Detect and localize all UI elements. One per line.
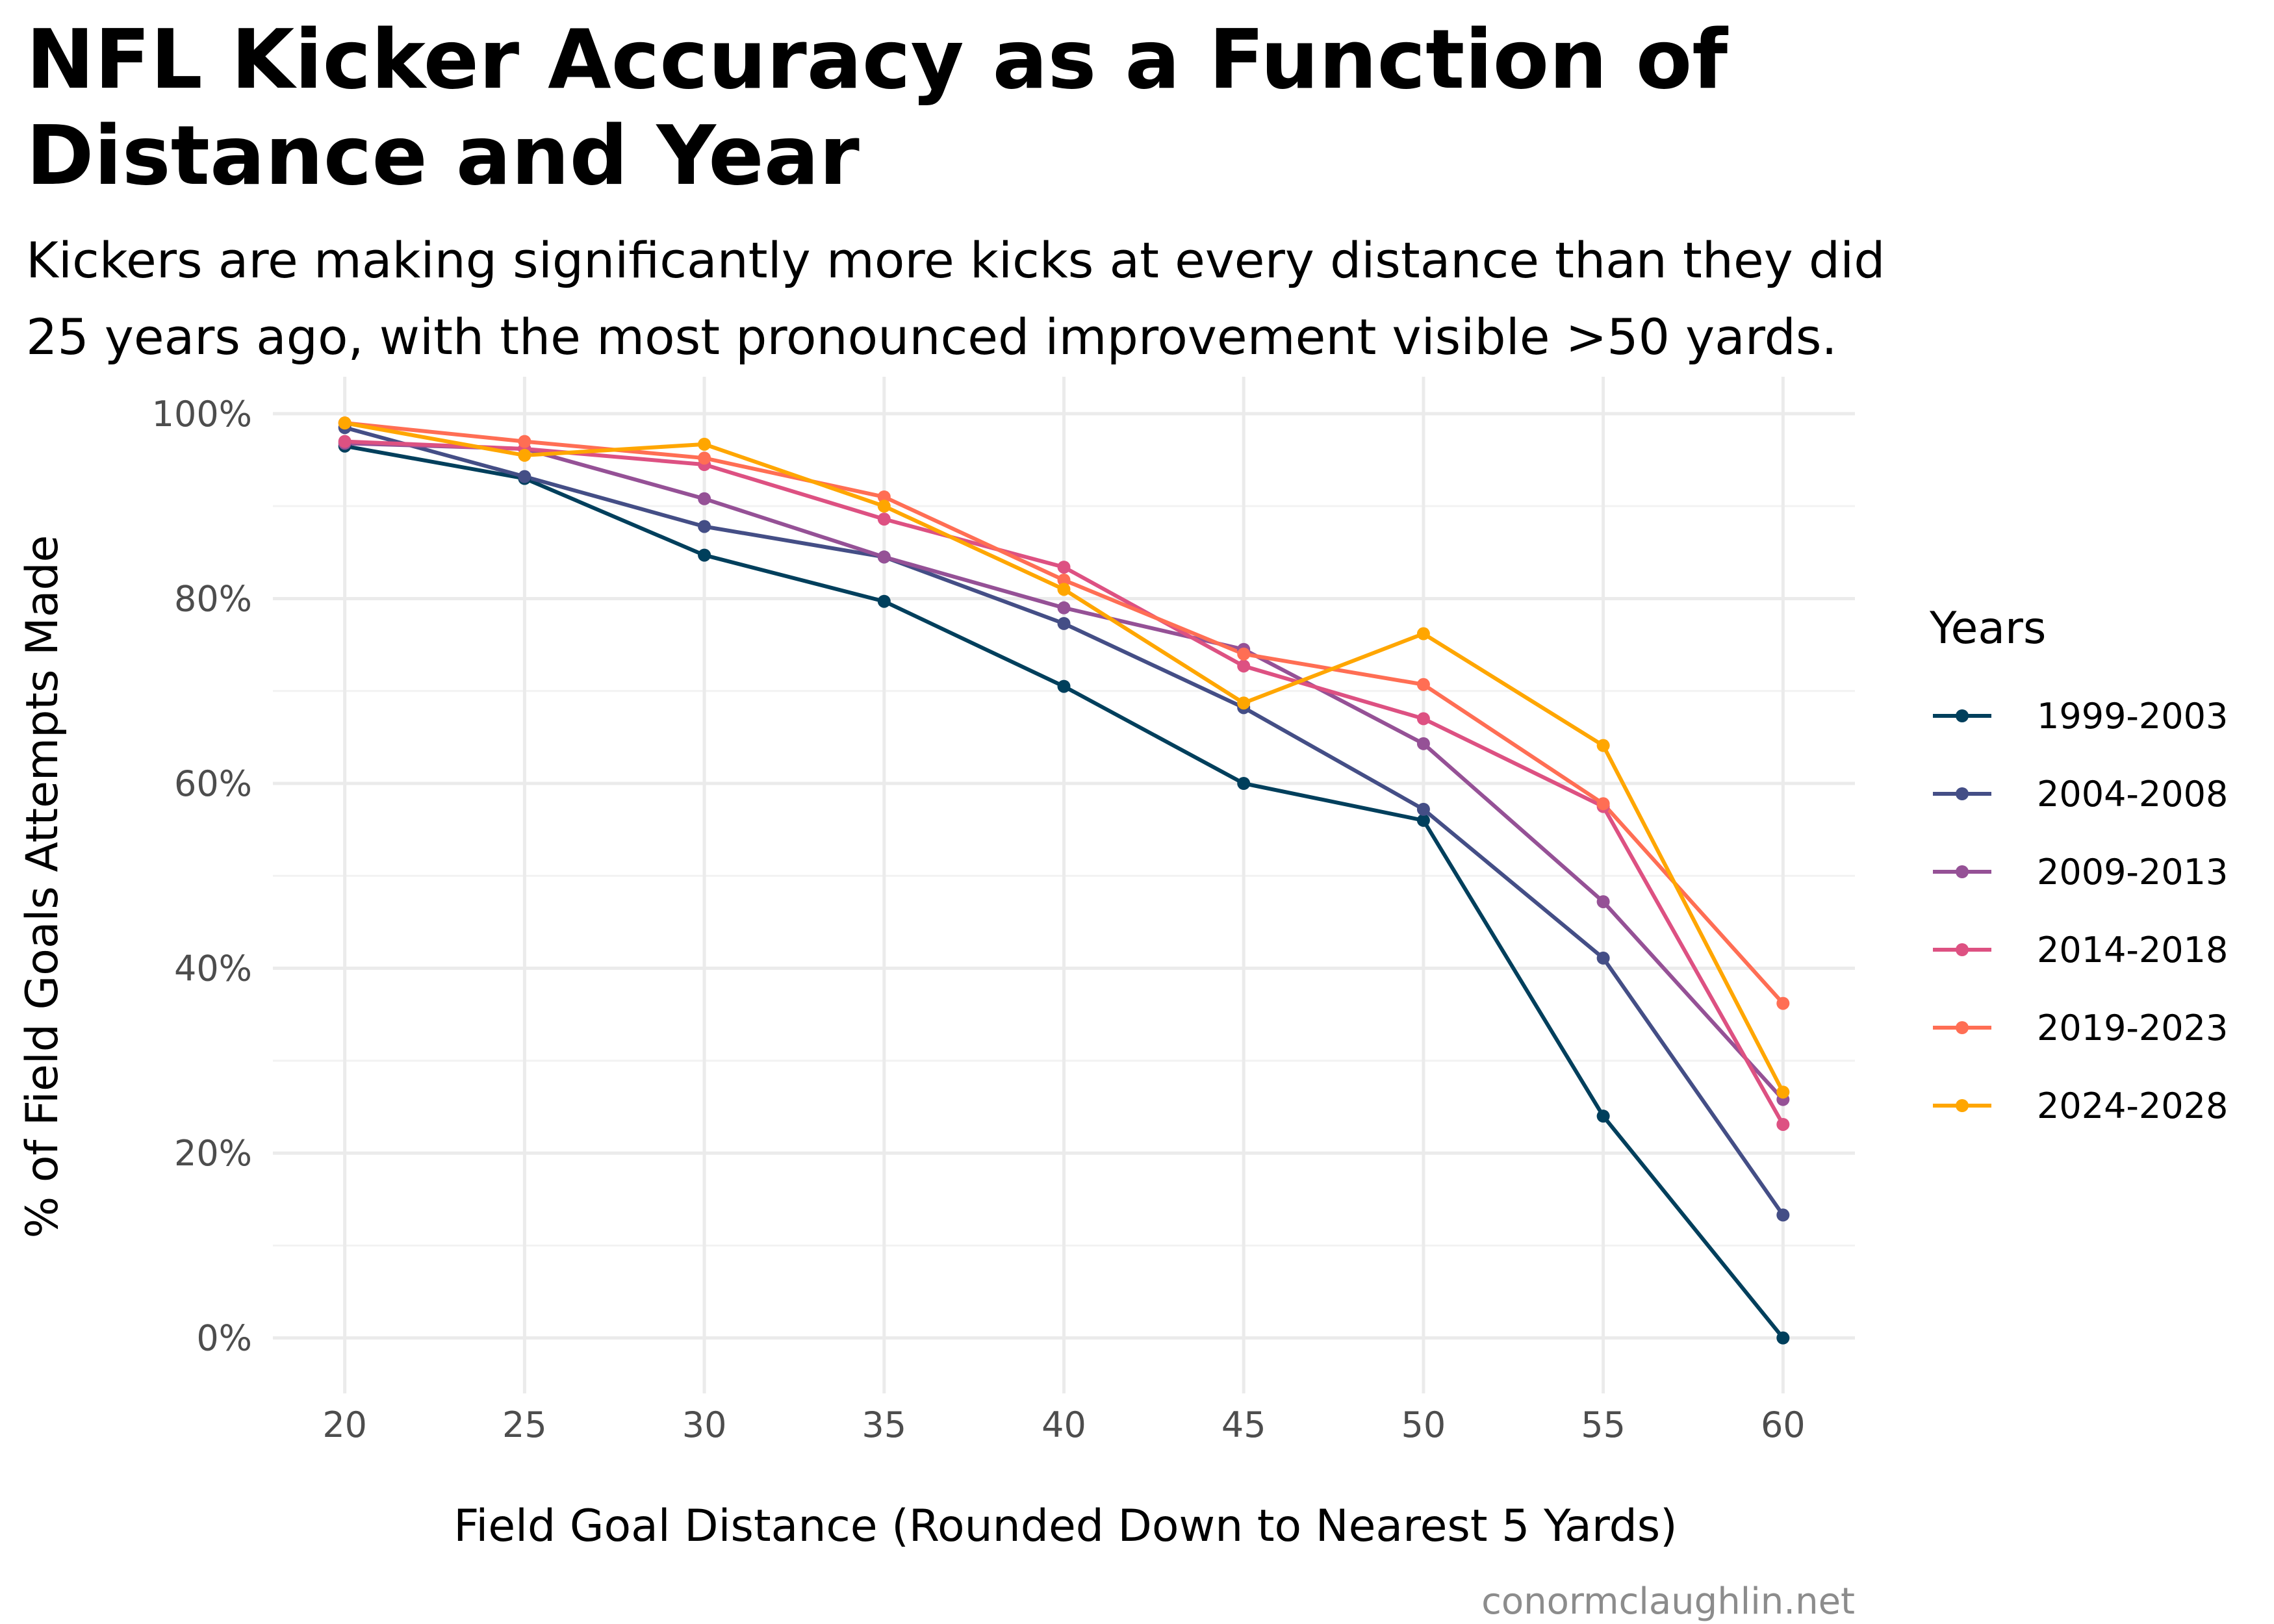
legend-title: Years — [1929, 603, 2046, 654]
chart-title-line-2: Distance and Year — [26, 108, 860, 203]
x-tick-label: 55 — [1581, 1404, 1626, 1445]
legend-label: 2009-2013 — [2037, 852, 2228, 893]
data-point-2024-2028 — [698, 437, 711, 451]
data-point-2014-2018 — [1416, 712, 1430, 726]
data-point-2024-2028 — [338, 416, 351, 430]
data-point-2019-2023 — [698, 451, 711, 465]
data-point-2009-2013 — [1057, 601, 1071, 615]
data-point-2024-2028 — [1057, 583, 1071, 596]
chart-subtitle-line-1: Kickers are making significantly more ki… — [26, 231, 1885, 289]
data-point-1999-2003 — [698, 548, 711, 562]
legend-key-point — [1956, 709, 1969, 722]
data-point-2014-2018 — [338, 435, 351, 448]
y-axis-title: % of Field Goals Attempts Made — [17, 535, 68, 1239]
x-axis-title: Field Goal Distance (Rounded Down to Nea… — [454, 1501, 1677, 1552]
legend-item-2014-2018: 2014-2018 — [1933, 930, 2228, 971]
caption: conormclaughlin.net — [1481, 1580, 1855, 1623]
data-point-2019-2023 — [1416, 678, 1430, 691]
data-point-1999-2003 — [1057, 679, 1071, 693]
x-tick-label: 30 — [682, 1404, 727, 1445]
legend-key-point — [1956, 1099, 1969, 1112]
data-point-2019-2023 — [1776, 996, 1790, 1010]
x-tick-label: 25 — [502, 1404, 547, 1445]
legend-item-2009-2013: 2009-2013 — [1933, 852, 2228, 893]
data-point-2009-2013 — [1596, 895, 1610, 909]
legend-item-2024-2028: 2024-2028 — [1933, 1085, 2228, 1126]
x-tick-label: 35 — [862, 1404, 906, 1445]
y-tick-label: 100% — [152, 394, 252, 435]
x-tick-label: 45 — [1221, 1404, 1266, 1445]
chart-subtitle-line-2: 25 years ago, with the most pronounced i… — [26, 308, 1837, 366]
data-point-2019-2023 — [1596, 797, 1610, 811]
data-point-2019-2023 — [518, 435, 531, 448]
x-tick-label: 40 — [1041, 1404, 1086, 1445]
data-point-2004-2008 — [1057, 616, 1071, 630]
legend-item-2004-2008: 2004-2008 — [1933, 774, 2228, 815]
data-point-2024-2028 — [1416, 627, 1430, 641]
legend-label: 2024-2028 — [2037, 1085, 2228, 1126]
legend-label: 2004-2008 — [2037, 774, 2228, 815]
legend-item-2019-2023: 2019-2023 — [1933, 1008, 2228, 1048]
x-axis-ticks: 20 25 30 35 40 45 50 55 60 — [322, 1404, 1805, 1445]
data-point-1999-2003 — [1237, 777, 1251, 790]
data-point-2014-2018 — [877, 513, 891, 526]
data-point-2009-2013 — [698, 492, 711, 505]
data-point-2004-2008 — [518, 470, 531, 483]
data-point-1999-2003 — [1596, 1110, 1610, 1123]
major-gridlines — [273, 377, 1855, 1393]
legend-label: 2014-2018 — [2037, 930, 2228, 971]
data-point-2019-2023 — [1057, 574, 1071, 587]
y-tick-label: 60% — [174, 763, 252, 804]
x-tick-label: 50 — [1401, 1404, 1446, 1445]
data-point-2024-2028 — [1596, 739, 1610, 752]
data-point-1999-2003 — [1776, 1331, 1790, 1345]
legend-label: 1999-2003 — [2037, 696, 2228, 737]
legend-item-1999-2003: 1999-2003 — [1933, 696, 2228, 737]
y-tick-label: 20% — [174, 1133, 252, 1174]
data-point-2004-2008 — [1596, 951, 1610, 965]
data-point-1999-2003 — [877, 594, 891, 608]
legend-key-point — [1956, 787, 1969, 800]
x-tick-label: 60 — [1761, 1404, 1806, 1445]
data-point-2024-2028 — [1776, 1085, 1790, 1099]
data-point-2014-2018 — [1776, 1117, 1790, 1131]
legend: Years 1999-2003 2004-2008 2009-2013 2014-20… — [1929, 603, 2228, 1126]
series-points — [338, 416, 1790, 1345]
data-point-2004-2008 — [698, 520, 711, 533]
x-tick-label: 20 — [322, 1404, 367, 1445]
data-point-2004-2008 — [1416, 802, 1430, 816]
y-axis-ticks: 0% 20% 40% 60% 80% 100% — [152, 394, 252, 1359]
legend-label: 2019-2023 — [2037, 1008, 2228, 1048]
data-point-2009-2013 — [877, 550, 891, 564]
chart-subtitle: Kickers are making significantly more ki… — [26, 222, 2203, 375]
data-point-2009-2013 — [1416, 737, 1430, 750]
legend-key-point — [1956, 943, 1969, 956]
data-point-2014-2018 — [1237, 659, 1251, 673]
data-point-2019-2023 — [877, 490, 891, 503]
chart-title-line-1: NFL Kicker Accuracy as a Function of — [26, 12, 1728, 107]
legend-key-point — [1956, 865, 1969, 878]
data-point-2014-2018 — [1057, 561, 1071, 574]
data-point-2019-2023 — [1237, 647, 1251, 661]
chart-title: NFL Kicker Accuracy as a Function of Dis… — [26, 12, 2170, 204]
data-point-2024-2028 — [1237, 696, 1251, 710]
data-point-2024-2028 — [518, 448, 531, 462]
data-point-2024-2028 — [877, 500, 891, 513]
y-tick-label: 0% — [196, 1318, 252, 1359]
legend-key-point — [1956, 1021, 1969, 1034]
data-point-1999-2003 — [1416, 813, 1430, 827]
y-tick-label: 40% — [174, 948, 252, 989]
data-point-2004-2008 — [1776, 1208, 1790, 1222]
y-tick-label: 80% — [174, 578, 252, 619]
